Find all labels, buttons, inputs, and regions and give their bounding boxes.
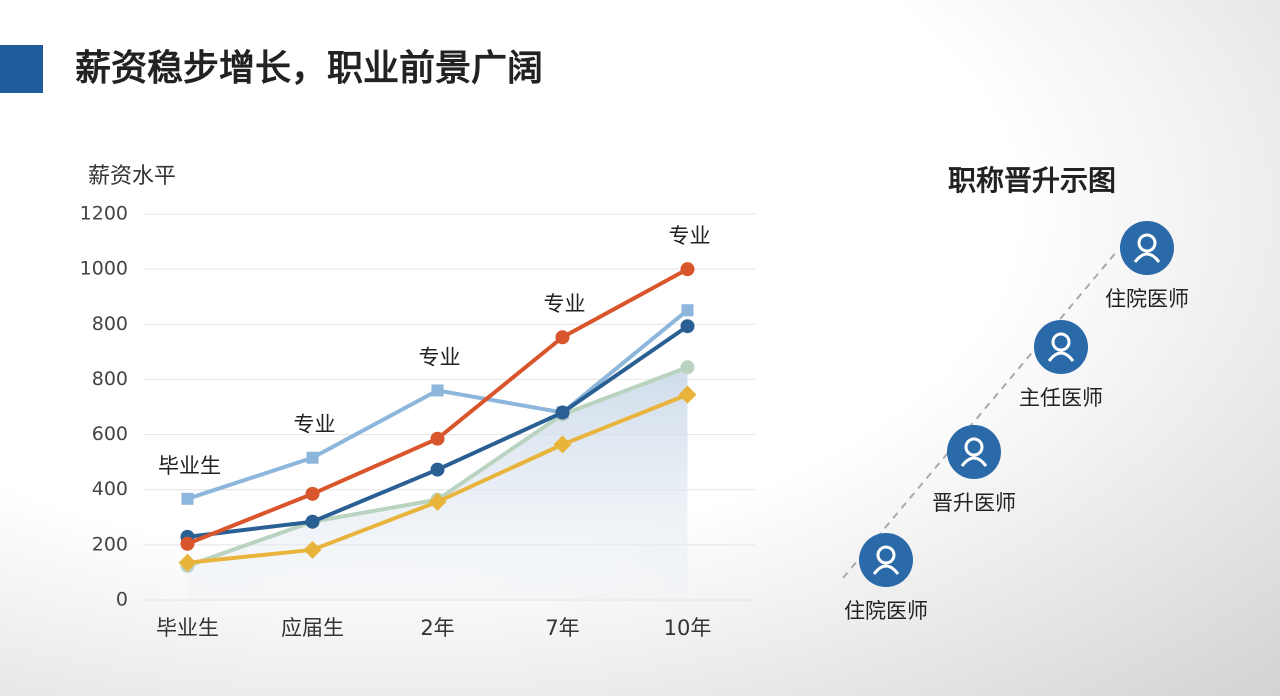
y-axis-label: 薪资水平	[88, 164, 176, 189]
point-label: 毕业生	[158, 454, 221, 478]
page-title: 薪资稳步增长，职业前景广阔	[75, 48, 543, 89]
promotion-path	[842, 249, 1119, 579]
marker	[430, 462, 445, 477]
y-tick-label: 0	[116, 589, 128, 611]
step-label: 住院医师	[1105, 287, 1189, 311]
point-label: 专业	[294, 413, 336, 437]
marker	[305, 514, 320, 529]
x-tick-label: 7年	[545, 616, 579, 640]
icon-head	[1051, 332, 1071, 352]
marker	[430, 431, 445, 446]
marker	[680, 319, 695, 334]
marker	[181, 492, 194, 505]
marker	[680, 360, 695, 375]
marker	[303, 540, 322, 559]
marker	[681, 304, 694, 317]
marker	[305, 486, 320, 501]
diagram-title: 职称晋升示图	[948, 164, 1116, 197]
x-tick-label: 应届生	[281, 616, 344, 640]
step-label: 晋升医师	[932, 491, 1016, 515]
step-label: 主任医师	[1019, 386, 1103, 410]
y-tick-label: 800	[92, 368, 128, 390]
y-tick-label: 600	[92, 423, 128, 445]
title-bar	[0, 45, 43, 93]
marker	[553, 435, 572, 454]
step-icon	[947, 425, 1001, 479]
y-tick-label: 1200	[80, 203, 128, 225]
x-tick-label: 10年	[664, 616, 712, 640]
y-tick-label: 1000	[80, 258, 128, 280]
point-label: 专业	[544, 292, 586, 316]
step-icon	[1034, 320, 1088, 374]
marker	[178, 553, 197, 572]
point-label: 专业	[419, 345, 461, 369]
step-label: 住院医师	[844, 599, 928, 623]
icon-body	[1047, 351, 1075, 362]
y-tick-label: 400	[92, 478, 128, 500]
icon-head	[964, 437, 984, 457]
step-icon	[1120, 221, 1174, 275]
x-tick-label: 2年	[420, 616, 454, 640]
marker	[306, 451, 319, 464]
y-tick-label: 200	[92, 533, 128, 555]
icon-body	[872, 564, 900, 575]
marker	[680, 262, 695, 277]
icon-head	[876, 545, 896, 565]
marker	[428, 492, 447, 511]
marker	[555, 405, 570, 420]
icon-body	[1133, 252, 1161, 263]
step-icon	[859, 533, 913, 587]
marker	[180, 536, 195, 551]
y-tick-label: 800	[92, 313, 128, 335]
marker	[431, 384, 444, 397]
x-tick-label: 毕业生	[156, 616, 219, 640]
point-label: 专业	[669, 224, 711, 248]
marker	[678, 385, 697, 404]
marker	[555, 330, 570, 345]
icon-head	[1137, 233, 1157, 253]
icon-body	[960, 456, 988, 467]
